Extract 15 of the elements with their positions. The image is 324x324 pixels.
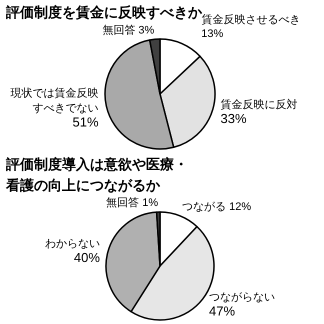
data-label: 13% [201,28,224,40]
chart-title: 評価制度導入は意欲や医療・看護の向上につながるか [5,156,188,193]
slice-label: わからない [44,238,100,250]
slice-label: 現状では賃金反映すべきでない [10,86,99,115]
data-label: 51% [72,114,99,130]
data-label: 40% [74,250,100,266]
data-label: 33% [220,111,247,126]
slice-label: 無回答 3% [102,24,154,36]
slice-label: つながらない [208,292,275,304]
slice-label: 賃金反映させるべき [201,13,300,26]
slice-label: つながる 12% [182,201,252,214]
slice-label: 賃金反映に反対 [220,98,298,112]
chart-title: 評価制度を賃金に反映すべきか [5,4,203,20]
slice-label: 無回答 1% [106,197,158,210]
data-label: 47% [208,304,236,318]
